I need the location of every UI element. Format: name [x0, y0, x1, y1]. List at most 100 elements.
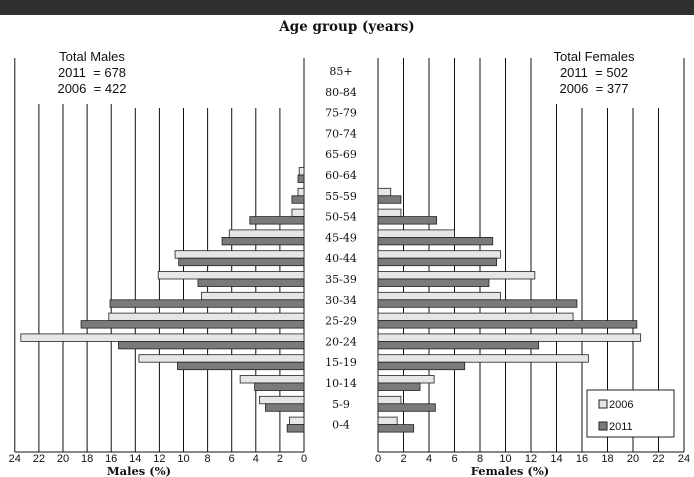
male-bar-2006 — [291, 208, 305, 218]
females-summary-2006: 2006 = 377 — [559, 81, 628, 96]
female-tick-label: 24 — [678, 453, 690, 465]
male-bar-2006 — [108, 312, 305, 322]
female-bar-2011 — [377, 424, 415, 433]
male-tick-label: 6 — [229, 453, 235, 465]
male-bar-2011 — [80, 320, 305, 329]
male-bar-2011 — [118, 340, 305, 350]
male-tick-label: 14 — [129, 453, 141, 465]
female-bar-2011 — [377, 403, 436, 412]
male-bar-2011 — [177, 361, 305, 371]
male-bar-2011 — [109, 299, 305, 308]
top-band — [0, 0, 694, 15]
male-tick-label: 12 — [153, 453, 165, 465]
male-bar-2011 — [254, 382, 305, 391]
female-tick-label: 6 — [451, 453, 457, 465]
female-tick-label: 22 — [652, 453, 664, 465]
male-tick-label: 10 — [177, 453, 189, 465]
male-bar-2011 — [286, 424, 305, 433]
male-tick-label: 20 — [57, 453, 69, 465]
males-axis-label: Males (%) — [107, 464, 171, 477]
male-bar-2006 — [201, 291, 305, 301]
age-group-label: 20-24 — [325, 335, 357, 348]
age-group-label: 30-34 — [325, 294, 357, 307]
female-bar-2006 — [377, 395, 402, 405]
male-tick-label: 4 — [253, 453, 259, 465]
males-summary-title: Total Males — [59, 49, 125, 64]
male-bar-2006 — [228, 229, 305, 238]
age-group-label: 15-19 — [325, 356, 357, 369]
male-bar-2006 — [157, 271, 305, 280]
male-bar-2011 — [265, 403, 305, 412]
age-group-label: 40-44 — [325, 252, 357, 265]
female-bar-2006 — [377, 187, 392, 197]
female-bar-2006 — [377, 354, 589, 363]
female-bar-2006 — [377, 416, 398, 426]
male-bar-2011 — [249, 216, 305, 225]
male-tick-label: 8 — [205, 453, 211, 465]
female-bar-2011 — [377, 299, 578, 308]
age-group-label: 55-59 — [325, 190, 357, 203]
female-bar-2006 — [377, 291, 501, 301]
male-bar-2006 — [289, 416, 305, 426]
age-group-label: 80-84 — [325, 86, 357, 99]
female-bar-2006 — [377, 229, 455, 238]
female-bar-2011 — [377, 216, 438, 225]
legend-label-2011: 2011 — [609, 421, 633, 433]
age-group-label: 65-69 — [325, 148, 357, 161]
male-bar-2006 — [138, 354, 305, 363]
male-bar-2011 — [178, 257, 305, 267]
age-group-label: 5-9 — [332, 398, 350, 411]
female-bar-2011 — [377, 382, 421, 391]
tick-labels: 24 22 20 18 16 14 12 10 8 6 4 2 0 0 2 4 6 8 10 12 14 16 18 20 22… — [9, 453, 690, 465]
female-bar-2006 — [377, 271, 536, 280]
female-bar-2006 — [377, 333, 642, 342]
male-bar-2006 — [20, 333, 305, 342]
female-tick-label: 0 — [375, 453, 381, 465]
female-tick-label: 20 — [627, 453, 639, 465]
female-tick-label: 10 — [499, 453, 511, 465]
bars — [20, 167, 642, 433]
female-bar-2011 — [377, 236, 494, 246]
males-summary-box — [34, 48, 150, 104]
female-bar-2011 — [377, 361, 466, 371]
females-axis-label: Females (%) — [471, 464, 549, 477]
age-group-label: 70-74 — [325, 127, 357, 140]
age-group-label: 75-79 — [325, 107, 357, 120]
male-tick-label: 0 — [301, 453, 307, 465]
male-bar-2006 — [298, 167, 305, 176]
female-bar-2011 — [377, 340, 540, 350]
male-bar-2006 — [239, 375, 305, 384]
male-tick-label: 22 — [33, 453, 45, 465]
legend-label-2006: 2006 — [609, 399, 633, 411]
age-group-label: 45-49 — [325, 231, 357, 244]
male-bar-2006 — [259, 395, 305, 405]
females-summary-title: Total Females — [554, 49, 635, 64]
female-bar-2011 — [377, 320, 638, 329]
female-tick-label: 16 — [576, 453, 588, 465]
male-tick-label: 2 — [277, 453, 283, 465]
females-summary-2011: 2011 = 502 — [560, 65, 628, 80]
female-tick-label: 8 — [477, 453, 483, 465]
male-bar-2011 — [197, 278, 305, 287]
legend-swatch-2006 — [598, 399, 608, 409]
female-bar-2006 — [377, 375, 435, 384]
chart-title: Age group (years) — [278, 19, 414, 35]
females-summary-box — [534, 48, 654, 104]
male-bar-2006 — [174, 250, 305, 259]
female-bar-2011 — [377, 195, 402, 204]
age-group-label: 50-54 — [325, 211, 357, 224]
female-tick-label: 4 — [426, 453, 432, 465]
female-tick-label: 18 — [601, 453, 613, 465]
male-bar-2006 — [297, 187, 305, 197]
age-group-label: 0-4 — [332, 419, 350, 432]
males-summary-2006: 2006 = 422 — [57, 81, 126, 96]
age-group-label: 60-64 — [325, 169, 357, 182]
female-bar-2006 — [377, 312, 574, 322]
male-bar-2011 — [291, 195, 305, 204]
male-bar-2011 — [297, 174, 305, 183]
age-group-label: 85+ — [329, 65, 352, 78]
male-tick-label: 18 — [81, 453, 93, 465]
female-bar-2011 — [377, 257, 497, 267]
